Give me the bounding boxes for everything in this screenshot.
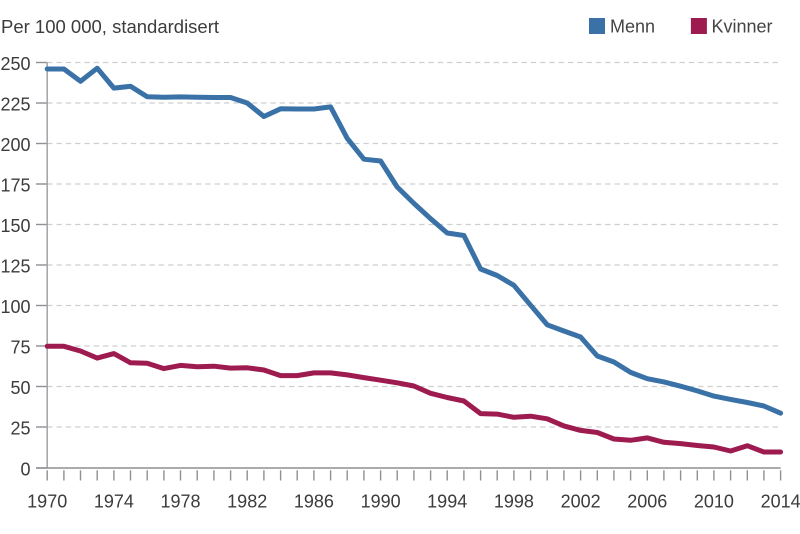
svg-text:1986: 1986 <box>294 492 334 512</box>
svg-text:2006: 2006 <box>627 492 667 512</box>
svg-text:125: 125 <box>0 256 30 276</box>
svg-text:75: 75 <box>10 337 30 357</box>
svg-text:25: 25 <box>10 418 30 438</box>
svg-text:2010: 2010 <box>694 492 734 512</box>
svg-text:2014: 2014 <box>761 492 800 512</box>
svg-text:1994: 1994 <box>427 492 467 512</box>
svg-text:Kvinner: Kvinner <box>712 17 773 37</box>
svg-text:0: 0 <box>20 459 30 479</box>
svg-text:50: 50 <box>10 378 30 398</box>
svg-text:1974: 1974 <box>94 492 134 512</box>
svg-text:175: 175 <box>0 175 30 195</box>
svg-text:100: 100 <box>0 297 30 317</box>
svg-text:Per 100 000, standardisert: Per 100 000, standardisert <box>1 16 219 37</box>
svg-text:2002: 2002 <box>561 492 601 512</box>
svg-text:Menn: Menn <box>610 17 655 37</box>
svg-text:1970: 1970 <box>27 492 67 512</box>
svg-text:1990: 1990 <box>361 492 401 512</box>
svg-text:1998: 1998 <box>494 492 534 512</box>
svg-text:200: 200 <box>0 135 30 155</box>
svg-text:150: 150 <box>0 216 30 236</box>
svg-text:225: 225 <box>0 94 30 114</box>
svg-text:1982: 1982 <box>227 492 267 512</box>
svg-text:1978: 1978 <box>160 492 200 512</box>
svg-text:250: 250 <box>0 54 30 74</box>
